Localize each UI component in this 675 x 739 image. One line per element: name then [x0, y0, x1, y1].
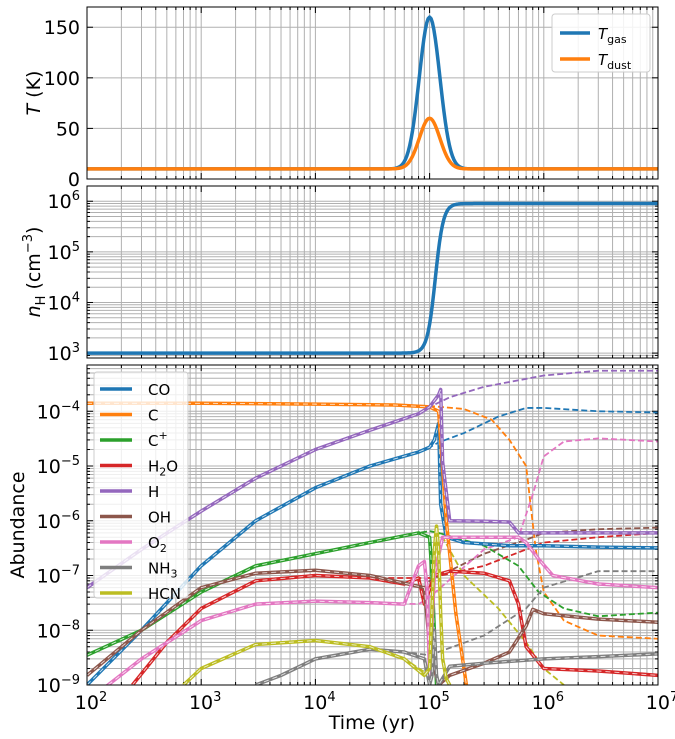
- y-tick-label: 10−9: [37, 673, 80, 697]
- y-tick-label: 50: [56, 118, 80, 140]
- y-tick-label: 100: [44, 68, 80, 90]
- series-inner-O: [107, 536, 658, 685]
- gridlines: [87, 186, 658, 358]
- legend-label: CO: [148, 381, 170, 399]
- legend-label: NH3: [148, 560, 178, 581]
- legend-box: [93, 371, 189, 599]
- axes-frame: [86, 6, 659, 180]
- y-tick-label: 103: [48, 341, 80, 365]
- y-tick-label: 10−5: [37, 454, 80, 478]
- time-axis-label: Time (yr): [328, 712, 415, 734]
- y-tick-label: 10−8: [37, 618, 80, 642]
- series-dust: [87, 116, 658, 171]
- temperature-axis-label: T (K): [23, 71, 45, 116]
- series-inner-HCN: [183, 526, 451, 685]
- series-dashed-C: [87, 530, 658, 657]
- series-solid-HCN: [182, 524, 452, 685]
- series-inner-H: [87, 389, 658, 589]
- legend-label: C+: [148, 429, 168, 450]
- series-inner-H: [132, 570, 658, 685]
- axes-frame: [86, 185, 659, 359]
- y-tick-label: 150: [44, 17, 80, 39]
- x-tick-label: 107: [646, 690, 675, 714]
- series-lines: [87, 15, 658, 171]
- legend: CO C C+ H2O H OH O2 NH3 HCN: [93, 371, 189, 603]
- series-lines: [87, 201, 658, 355]
- series-lines: [87, 369, 658, 685]
- y-tick-label: 105: [48, 240, 80, 264]
- series-dashed-O: [106, 437, 658, 685]
- legend-label: H2O: [148, 458, 178, 479]
- legend-label: Tgas: [598, 25, 627, 46]
- legend: Tgas Tdust: [551, 13, 651, 73]
- legend-label: HCN: [148, 585, 181, 603]
- legend-label: Tdust: [598, 51, 632, 72]
- x-tick-label: 104: [303, 690, 335, 714]
- x-tick-label: 103: [189, 690, 221, 714]
- legend-label: H: [148, 483, 159, 501]
- y-tick-label: 106: [48, 189, 80, 213]
- y-tick-label: 10−6: [37, 509, 80, 533]
- y-tick-label: 10−4: [37, 399, 80, 423]
- density-panel: 103 104 105 106: [48, 185, 659, 365]
- series-inner-CO: [87, 423, 658, 685]
- y-tick-label: 10−7: [37, 564, 80, 588]
- density-axis-label: nH (cm−3): [21, 227, 49, 318]
- abundance-panel: 10−9 10−8 10−7 10−6 10−5 10−4 102 103 104 105 106 1…: [37, 364, 675, 714]
- x-tick-label: 102: [75, 690, 107, 714]
- y-tick-label: 104: [48, 290, 80, 314]
- density-series: [87, 201, 658, 355]
- series-inner-NH: [255, 630, 658, 685]
- x-tick-label: 106: [532, 690, 564, 714]
- temperature-panel: 0 50 100 150 Tgas Tdust: [44, 6, 659, 191]
- legend-label: C: [148, 407, 158, 425]
- axes-frame: [86, 364, 659, 686]
- legend-label: O2: [148, 534, 167, 555]
- y-tick-label: 0: [68, 169, 80, 191]
- abundance-axis-label: Abundance: [7, 471, 29, 578]
- x-tick-label: 105: [417, 690, 449, 714]
- legend-label: OH: [148, 509, 171, 527]
